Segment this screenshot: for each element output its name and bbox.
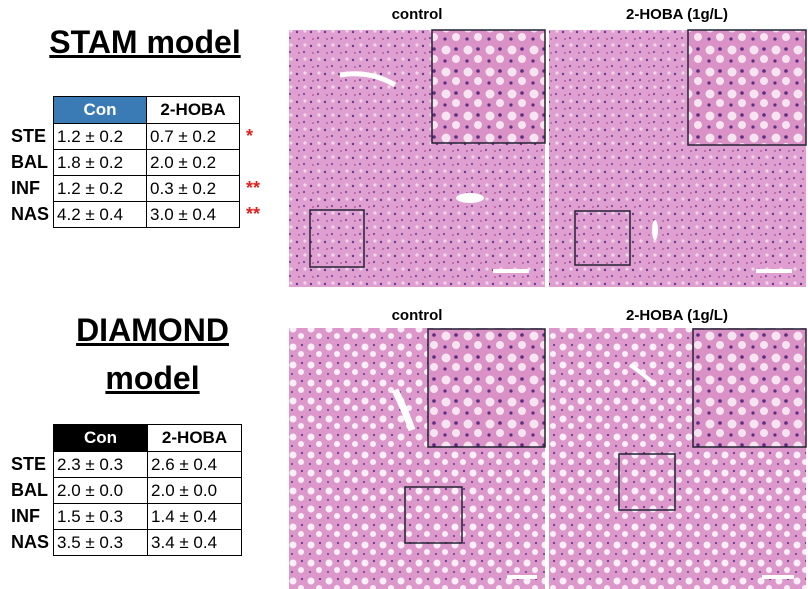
cell: 3.5 ± 0.3 xyxy=(53,529,149,556)
significance: ** xyxy=(246,178,261,198)
image-label: control xyxy=(391,6,443,23)
column-header: Con xyxy=(53,96,148,124)
cell: 2.6 ± 0.4 xyxy=(147,451,243,478)
row-label: STE xyxy=(11,454,47,474)
row-label: STE xyxy=(11,126,47,146)
cell: 4.2 ± 0.4 xyxy=(53,201,148,228)
image-label: 2-HOBA (1g/L) xyxy=(626,6,728,23)
cell: 1.4 ± 0.4 xyxy=(147,503,243,530)
cell: 0.3 ± 0.2 xyxy=(146,175,241,202)
cell: 1.5 ± 0.3 xyxy=(53,503,149,530)
cell: 3.0 ± 0.4 xyxy=(146,201,241,228)
cell: 2.0 ± 0.2 xyxy=(146,149,241,176)
score-table: Con 2-HOBA STE 1.2 ± 0.2 0.7 ± 0.2 * BAL 1.8… xyxy=(8,96,263,228)
row-label: NAS xyxy=(11,532,50,552)
section-title: DIAMOND xyxy=(76,312,229,348)
panel xyxy=(289,29,546,287)
image-label: 2-HOBA (1g/L) xyxy=(626,307,728,324)
row-label: BAL xyxy=(11,152,48,172)
cell: 2.3 ± 0.3 xyxy=(53,451,149,478)
cell: 1.2 ± 0.2 xyxy=(53,175,148,202)
score-table: Con 2-HOBA STE 2.3 ± 0.3 2.6 ± 0.4 BAL 2.0 … xyxy=(8,424,243,556)
cell: 1.2 ± 0.2 xyxy=(53,123,148,150)
cell: 3.4 ± 0.4 xyxy=(147,529,243,556)
significance: * xyxy=(246,126,254,146)
panel xyxy=(289,328,546,589)
image-label: control xyxy=(391,307,443,324)
significance: ** xyxy=(246,204,261,224)
cell: 1.8 ± 0.2 xyxy=(53,149,148,176)
column-header: Con xyxy=(53,424,149,452)
row-label: INF xyxy=(11,506,40,526)
row-label: BAL xyxy=(11,480,48,500)
panel xyxy=(549,29,807,287)
row-label: INF xyxy=(11,178,40,198)
row-label: NAS xyxy=(11,204,50,224)
section-title: model xyxy=(105,360,200,396)
panel xyxy=(549,328,807,589)
section-title: STAM model xyxy=(49,24,241,60)
